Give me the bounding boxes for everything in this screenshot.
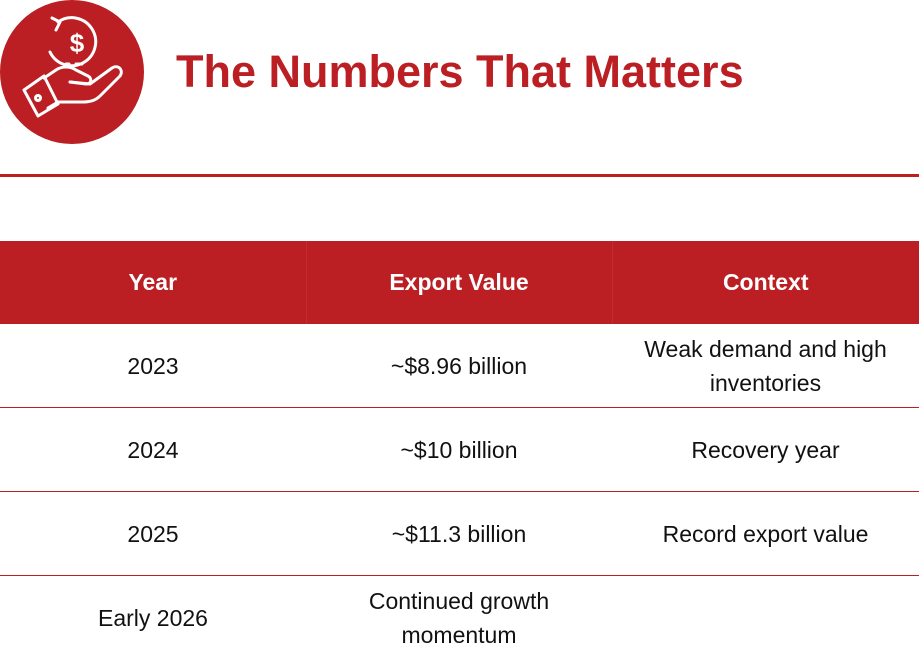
cell-year: Early 2026: [98, 604, 208, 631]
column-header-context: Context: [611, 241, 919, 324]
page-title: The Numbers That Matters: [176, 46, 744, 97]
cell-export-value: ~$8.96 billion: [306, 324, 612, 408]
cell-year: 2024: [0, 407, 306, 492]
cell-context: [612, 576, 919, 659]
cell-export-value: ~$10 billion: [306, 407, 612, 492]
column-header-export-value: Export Value: [305, 241, 612, 324]
logo-badge: $: [0, 0, 144, 144]
cell-export-value: ~$11.3 billion: [306, 491, 612, 576]
cell-year: 2025: [0, 491, 306, 576]
table-row: 2024 ~$10 billion Recovery year: [0, 407, 919, 492]
cell-context: Record export value: [612, 491, 919, 576]
column-header-year: Year: [0, 241, 306, 324]
table-row: Early 2026 Continued growth momentum: [0, 576, 919, 659]
table-row: 2025 ~$11.3 billion Record export value: [0, 491, 919, 576]
cell-export-value: Continued growth momentum: [368, 587, 550, 648]
numbers-table: Year Export Value Context 2023 ~$8.96 bi…: [0, 241, 919, 659]
svg-text:$: $: [70, 28, 85, 58]
title-divider: [0, 174, 919, 177]
cell-context: Weak demand and high inventories: [612, 324, 919, 408]
cell-year: 2023: [0, 324, 306, 408]
table-header-row: Year Export Value Context: [0, 241, 919, 324]
hand-dollar-refund-icon: $: [22, 16, 123, 118]
cell-context: Recovery year: [612, 407, 919, 492]
table-row: 2023 ~$8.96 billion Weak demand and high…: [0, 324, 919, 408]
